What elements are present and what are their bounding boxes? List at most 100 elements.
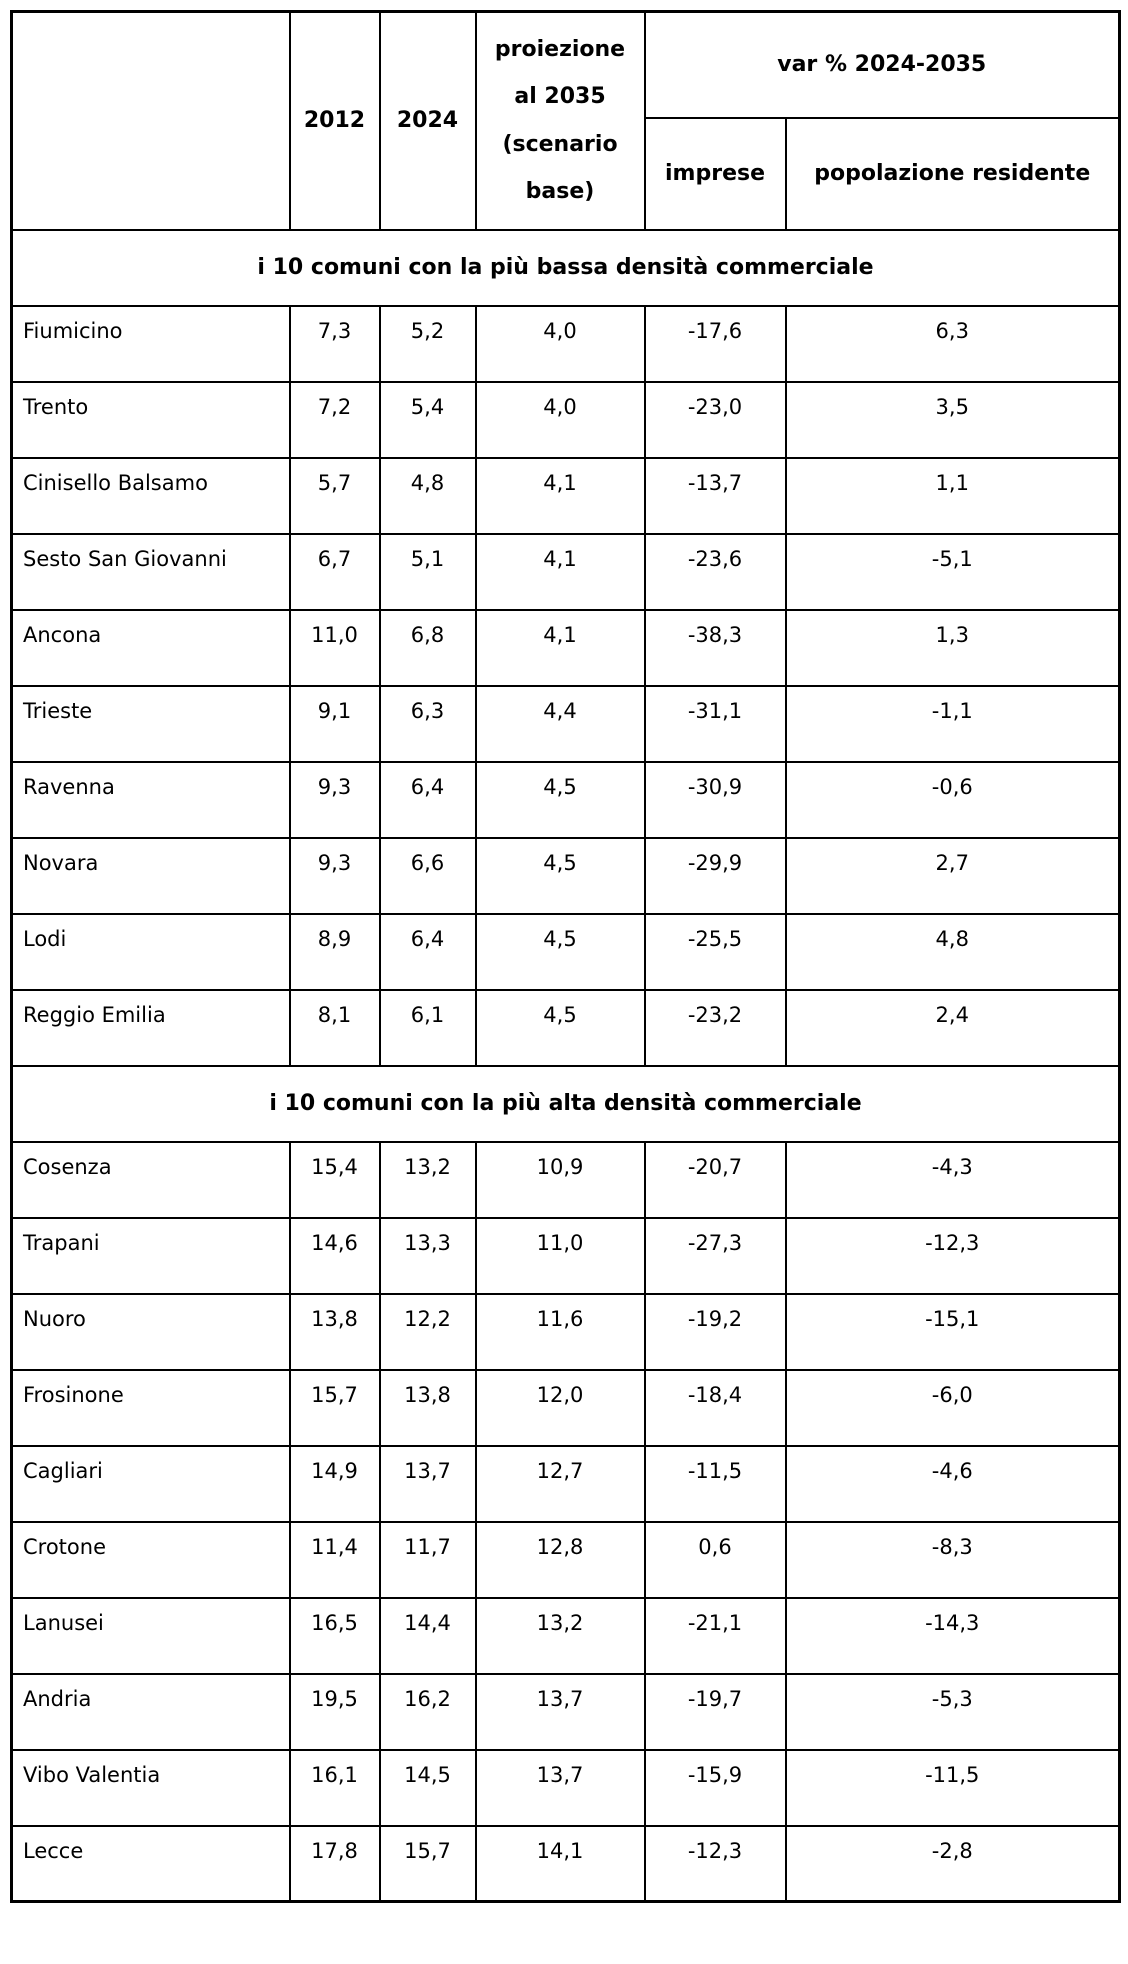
var-imprese: 0,6 (643, 1520, 787, 1599)
value-2012: 19,5 (288, 1672, 381, 1751)
table-row: Fiumicino 7,3 5,2 4,0 -17,6 6,3 (10, 304, 1121, 383)
value-projection-2035: 4,0 (474, 380, 646, 459)
page: 2012 2024 proiezione al 2035 (scenario b… (10, 10, 1121, 1903)
commune-name: Trento (10, 380, 291, 459)
section-row: i 10 comuni con la più bassa densità com… (10, 228, 1121, 307)
value-2012: 11,4 (288, 1520, 381, 1599)
table-row: Sesto San Giovanni 6,7 5,1 4,1 -23,6 -5,… (10, 532, 1121, 611)
value-2024: 13,2 (378, 1140, 477, 1219)
value-2024: 16,2 (378, 1672, 477, 1751)
value-2012: 15,7 (288, 1368, 381, 1447)
value-2012: 15,4 (288, 1140, 381, 1219)
value-projection-2035: 4,5 (474, 836, 646, 915)
value-projection-2035: 4,0 (474, 304, 646, 383)
value-2012: 8,9 (288, 912, 381, 991)
var-imprese: -27,3 (643, 1216, 787, 1295)
value-projection-2035: 4,1 (474, 608, 646, 687)
var-imprese: -30,9 (643, 760, 787, 839)
var-popolazione: -5,1 (784, 532, 1121, 611)
commune-name: Novara (10, 836, 291, 915)
var-imprese: -12,3 (643, 1824, 787, 1903)
header-projection-2035: proiezione al 2035 (scenario base) (474, 10, 646, 231)
commune-name: Ancona (10, 608, 291, 687)
density-table: 2012 2024 proiezione al 2035 (scenario b… (10, 10, 1121, 1903)
var-imprese: -13,7 (643, 456, 787, 535)
var-imprese: -29,9 (643, 836, 787, 915)
var-imprese: -21,1 (643, 1596, 787, 1675)
commune-name: Trapani (10, 1216, 291, 1295)
value-2012: 9,3 (288, 760, 381, 839)
value-projection-2035: 4,5 (474, 912, 646, 991)
value-2012: 9,3 (288, 836, 381, 915)
value-2024: 15,7 (378, 1824, 477, 1903)
commune-name: Sesto San Giovanni (10, 532, 291, 611)
header-empty-cell (10, 10, 291, 231)
value-projection-2035: 13,7 (474, 1672, 646, 1751)
var-imprese: -38,3 (643, 608, 787, 687)
value-projection-2035: 13,2 (474, 1596, 646, 1675)
table-row: Andria 19,5 16,2 13,7 -19,7 -5,3 (10, 1672, 1121, 1751)
value-projection-2035: 10,9 (474, 1140, 646, 1219)
table-row: Trapani 14,6 13,3 11,0 -27,3 -12,3 (10, 1216, 1121, 1295)
table-row: Ancona 11,0 6,8 4,1 -38,3 1,3 (10, 608, 1121, 687)
var-popolazione: 6,3 (784, 304, 1121, 383)
value-2012: 13,8 (288, 1292, 381, 1371)
var-imprese: -11,5 (643, 1444, 787, 1523)
commune-name: Lecce (10, 1824, 291, 1903)
table-row: Vibo Valentia 16,1 14,5 13,7 -15,9 -11,5 (10, 1748, 1121, 1827)
value-2024: 5,1 (378, 532, 477, 611)
commune-name: Fiumicino (10, 304, 291, 383)
table-row: Cinisello Balsamo 5,7 4,8 4,1 -13,7 1,1 (10, 456, 1121, 535)
var-popolazione: -0,6 (784, 760, 1121, 839)
value-projection-2035: 4,1 (474, 456, 646, 535)
commune-name: Ravenna (10, 760, 291, 839)
value-2024: 13,8 (378, 1368, 477, 1447)
value-projection-2035: 11,6 (474, 1292, 646, 1371)
var-imprese: -23,6 (643, 532, 787, 611)
commune-name: Vibo Valentia (10, 1748, 291, 1827)
commune-name: Cinisello Balsamo (10, 456, 291, 535)
header-var-group: var % 2024-2035 (643, 10, 1121, 119)
table-row: Cosenza 15,4 13,2 10,9 -20,7 -4,3 (10, 1140, 1121, 1219)
commune-name: Lodi (10, 912, 291, 991)
header-imprese: imprese (643, 116, 787, 231)
var-popolazione: 3,5 (784, 380, 1121, 459)
value-2012: 9,1 (288, 684, 381, 763)
value-2024: 4,8 (378, 456, 477, 535)
var-popolazione: -6,0 (784, 1368, 1121, 1447)
value-2012: 8,1 (288, 988, 381, 1067)
table-body: i 10 comuni con la più bassa densità com… (10, 228, 1121, 1903)
commune-name: Nuoro (10, 1292, 291, 1371)
value-2024: 14,5 (378, 1748, 477, 1827)
value-2024: 6,4 (378, 760, 477, 839)
value-projection-2035: 4,4 (474, 684, 646, 763)
var-popolazione: -2,8 (784, 1824, 1121, 1903)
value-2012: 16,5 (288, 1596, 381, 1675)
var-popolazione: 2,7 (784, 836, 1121, 915)
table-row: Reggio Emilia 8,1 6,1 4,5 -23,2 2,4 (10, 988, 1121, 1067)
table-row: Lodi 8,9 6,4 4,5 -25,5 4,8 (10, 912, 1121, 991)
value-projection-2035: 4,1 (474, 532, 646, 611)
var-popolazione: -4,6 (784, 1444, 1121, 1523)
table-row: Frosinone 15,7 13,8 12,0 -18,4 -6,0 (10, 1368, 1121, 1447)
table-row: Crotone 11,4 11,7 12,8 0,6 -8,3 (10, 1520, 1121, 1599)
var-imprese: -15,9 (643, 1748, 787, 1827)
section-title: i 10 comuni con la più bassa densità com… (10, 228, 1121, 307)
commune-name: Andria (10, 1672, 291, 1751)
commune-name: Cagliari (10, 1444, 291, 1523)
var-imprese: -17,6 (643, 304, 787, 383)
table-header: 2012 2024 proiezione al 2035 (scenario b… (10, 10, 1121, 231)
var-imprese: -23,0 (643, 380, 787, 459)
value-2012: 11,0 (288, 608, 381, 687)
value-2012: 7,3 (288, 304, 381, 383)
var-popolazione: 2,4 (784, 988, 1121, 1067)
value-2024: 14,4 (378, 1596, 477, 1675)
value-2024: 12,2 (378, 1292, 477, 1371)
value-2012: 7,2 (288, 380, 381, 459)
value-2012: 6,7 (288, 532, 381, 611)
value-projection-2035: 13,7 (474, 1748, 646, 1827)
commune-name: Lanusei (10, 1596, 291, 1675)
value-2012: 5,7 (288, 456, 381, 535)
var-popolazione: -1,1 (784, 684, 1121, 763)
commune-name: Trieste (10, 684, 291, 763)
